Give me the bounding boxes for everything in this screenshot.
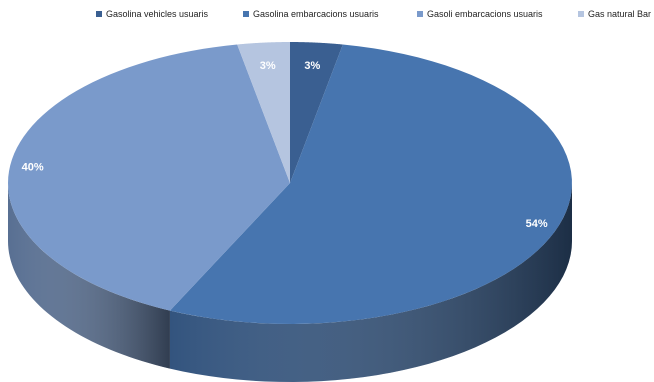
pie-label-gasolina-embarcacions-usuaris: 54% <box>526 218 548 230</box>
pie-side-shading <box>8 183 170 369</box>
pie-label-gasolina-vehicles-usuaris: 3% <box>304 60 320 72</box>
legend-item-gasolina-vehicles: Gasolina vehicles usuaris <box>96 9 208 19</box>
legend-item-gasolina-embarcacions: Gasolina embarcacions usuaris <box>243 9 379 19</box>
legend-item-gasoli-embarcacions: Gasoli embarcacions usuaris <box>417 9 543 19</box>
pie-slice-gas-natural-bar <box>237 42 290 183</box>
pie-slice-gasolina-embarcacions-usuaris <box>169 44 572 324</box>
pie-slice-gasoli-embarcacions-usuaris <box>8 44 290 311</box>
pie-label-gasoli-embarcacions-usuaris: 40% <box>22 162 44 174</box>
legend-label: Gasolina vehicles usuaris <box>106 9 209 19</box>
pie-label-gas-natural-bar: 3% <box>260 60 276 72</box>
legend-swatch <box>578 11 584 17</box>
pie-tops <box>8 42 572 324</box>
legend-label: Gas natural Bar <box>588 9 652 19</box>
legend-swatch <box>417 11 423 17</box>
legend-swatch <box>243 11 249 17</box>
legend-swatch <box>96 11 102 17</box>
legend-item-gas-natural: Gas natural Bar <box>578 9 651 19</box>
legend: Gasolina vehicles usuaris Gasolina embar… <box>0 9 654 23</box>
legend-label: Gasolina embarcacions usuaris <box>253 9 379 19</box>
legend-label: Gasoli embarcacions usuaris <box>427 9 543 19</box>
pie-slice-gasolina-vehicles-usuaris <box>290 42 343 183</box>
pie-side-shading <box>169 183 572 382</box>
pie-sides <box>8 183 572 382</box>
pie-labels: 3% 54% 40% 3% <box>22 60 548 230</box>
